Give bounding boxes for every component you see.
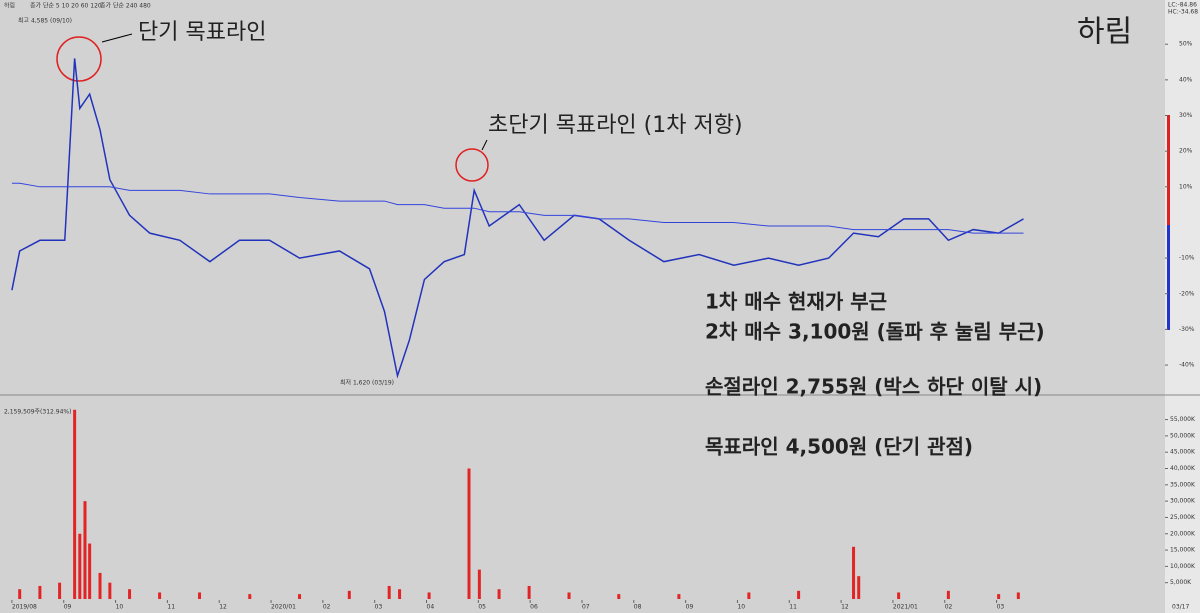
x-tick-label: 11 <box>789 604 797 611</box>
y-tick-label: 15,000K <box>1170 547 1196 554</box>
y-tick-label: 5,000K <box>1170 579 1192 586</box>
volume-bar <box>88 543 92 599</box>
price-line <box>11 58 1024 379</box>
y-tick-label: 20% <box>1179 148 1193 155</box>
y-tick-label: 10,000K <box>1170 563 1196 570</box>
volume-bar <box>797 590 801 599</box>
y-tick-label: 50,000K <box>1170 432 1196 439</box>
volume-bar <box>946 590 950 599</box>
volume-bar <box>477 569 481 599</box>
y-tick-label: 45,000K <box>1170 449 1196 456</box>
x-tick-label: 06 <box>530 604 538 611</box>
corner-label: HC:-34.68 <box>1168 9 1198 16</box>
volume-bar <box>83 501 87 599</box>
arrow <box>101 33 133 43</box>
high-label: 최고 4,585 (09/10) <box>18 17 72 25</box>
volume-bar <box>18 589 22 599</box>
arrow <box>481 139 488 151</box>
volume-bar <box>677 594 681 599</box>
highlight-circle <box>455 148 489 182</box>
highlight-circle <box>56 36 102 82</box>
plan-line: 2차 매수 3,100원 (돌파 후 눌림 부근) <box>705 320 1045 344</box>
y-tick-label: -40% <box>1179 362 1195 369</box>
x-tick-label: 10 <box>737 604 745 611</box>
x-tick-label: 2019/08 <box>12 604 37 611</box>
volume-bar <box>108 582 112 599</box>
y-tick-label: -10% <box>1179 255 1195 262</box>
y-tick-label: 20,000K <box>1170 530 1196 537</box>
x-tick-label: 07 <box>582 604 590 611</box>
volume-bar <box>617 594 621 599</box>
x-tick-label: 03 <box>375 604 383 611</box>
y-tick-label: 35,000K <box>1170 481 1196 488</box>
volume-bar <box>747 592 751 599</box>
y-tick-label: 50% <box>1179 41 1193 48</box>
x-tick-label: 02 <box>945 604 953 611</box>
legend: 종가 단순 240 480 <box>100 2 151 10</box>
y-tick-label: -20% <box>1179 290 1195 297</box>
x-tick-label: 2020/01 <box>271 604 296 611</box>
axis-area <box>1165 0 1200 613</box>
y-tick-label: 40% <box>1179 76 1193 83</box>
y-tick-label: -30% <box>1179 326 1195 333</box>
price-line <box>11 182 1024 234</box>
volume-bar <box>467 468 471 599</box>
last-date: 03/17 <box>1172 604 1189 611</box>
volume-bar <box>128 589 132 599</box>
volume-bar <box>78 533 82 599</box>
volume-bar <box>73 409 77 599</box>
y-tick-label: 30% <box>1179 112 1193 119</box>
legend: 하림 <box>4 2 15 10</box>
volume-bar <box>38 585 42 599</box>
volume-bar <box>158 592 162 599</box>
legend: 종가 단순 5 10 20 60 120 <box>30 2 102 10</box>
y-tick-label: 10% <box>1179 183 1193 190</box>
volume-bar <box>398 589 402 599</box>
axis-indicator <box>1167 225 1170 330</box>
x-tick-label: 03 <box>997 604 1005 611</box>
plan-line: 손절라인 2,755원 (박스 하단 이탈 시) <box>705 375 1042 399</box>
annotation: 초단기 목표라인 (1차 저항) <box>488 113 743 138</box>
x-tick-label: 10 <box>116 604 124 611</box>
annotation: 단기 목표라인 <box>138 20 266 45</box>
volume-bar <box>298 594 302 599</box>
volume-bar <box>248 594 252 599</box>
volume-bar <box>997 594 1001 599</box>
y-tick-label: 40,000K <box>1170 465 1196 472</box>
volume-bar <box>387 585 391 599</box>
volume-bar <box>347 590 351 599</box>
volume-bar <box>198 592 202 599</box>
x-tick-label: 04 <box>427 604 435 611</box>
volume-bar <box>1016 592 1020 599</box>
axis-indicator <box>1167 115 1170 225</box>
y-tick-label: 25,000K <box>1170 514 1196 521</box>
volume-bar <box>427 592 431 599</box>
corner-label: LC:-84.86 <box>1168 2 1197 9</box>
x-tick-label: 08 <box>634 604 642 611</box>
stock-name: 하림 <box>1077 15 1132 50</box>
x-tick-label: 02 <box>323 604 331 611</box>
volume-bar <box>567 592 571 599</box>
x-tick-label: 09 <box>686 604 694 611</box>
x-tick-label: 09 <box>64 604 72 611</box>
plan-line: 목표라인 4,500원 (단기 관점) <box>705 435 973 459</box>
volume-bar <box>497 589 501 599</box>
low-label: 최저 1,620 (03/19) <box>340 379 394 387</box>
volume-bar <box>98 572 102 599</box>
y-tick-label: 30,000K <box>1170 498 1196 505</box>
x-tick-label: 05 <box>478 604 486 611</box>
x-tick-label: 2021/01 <box>893 604 918 611</box>
volume-bar <box>897 592 901 599</box>
volume-bar <box>527 585 531 599</box>
x-tick-label: 12 <box>219 604 227 611</box>
x-tick-label: 12 <box>841 604 849 611</box>
volume-bar <box>58 582 62 599</box>
volume-legend: 2,159,509주(312.94%) <box>4 409 71 416</box>
x-tick-label: 11 <box>167 604 175 611</box>
plan-line: 1차 매수 현재가 부근 <box>705 290 887 314</box>
volume-bar <box>852 546 856 599</box>
y-tick-label: 55,000K <box>1170 416 1196 423</box>
volume-bar <box>857 576 861 599</box>
